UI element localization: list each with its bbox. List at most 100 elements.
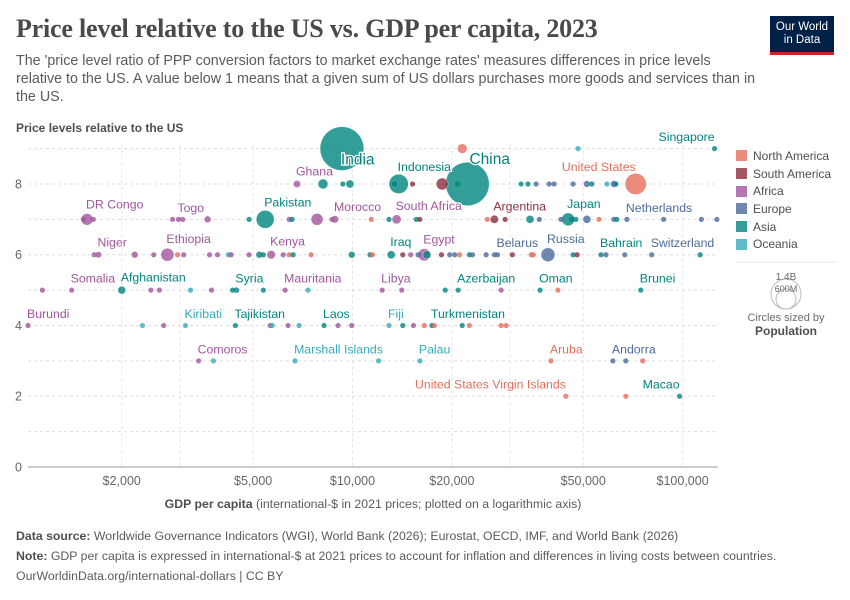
point-label: Somalia — [71, 272, 116, 286]
data-point — [622, 252, 628, 258]
point-label: Russia — [547, 232, 585, 246]
data-point — [503, 322, 509, 329]
data-point — [256, 251, 263, 258]
legend-swatch — [736, 221, 747, 233]
legend-item[interactable]: Africa — [736, 182, 831, 200]
x-tick-label: $100,000 — [657, 474, 709, 488]
data-point — [661, 216, 667, 222]
point-labels: India China United States Indonesia Pakistan… — [26, 129, 716, 393]
point-label: Brunei — [640, 272, 676, 286]
data-point — [421, 322, 427, 329]
data-point — [491, 252, 497, 258]
data-point — [456, 252, 463, 258]
legend-swatch — [736, 238, 747, 250]
data-point — [345, 179, 355, 189]
data-point — [582, 215, 592, 224]
data-point — [282, 287, 288, 293]
data-point — [613, 181, 619, 187]
data-point — [280, 252, 286, 258]
x-tick-label: $5,000 — [234, 474, 272, 488]
data-point — [413, 216, 419, 222]
point-label: Argentina — [493, 199, 546, 213]
data-point — [624, 173, 647, 195]
data-point — [574, 252, 580, 258]
data-point — [399, 287, 405, 293]
data-point — [417, 216, 423, 222]
size-legend-small-label: 600M — [775, 284, 798, 294]
legend-item[interactable]: Asia — [736, 218, 831, 236]
owid-logo[interactable]: Our World in Data — [770, 16, 834, 55]
data-point — [537, 287, 543, 293]
data-point — [498, 322, 504, 329]
data-point — [676, 393, 683, 399]
data-point — [151, 252, 157, 258]
point-label: Macao — [643, 378, 680, 392]
data-point — [204, 216, 211, 223]
chart-subtitle: The 'price level ratio of PPP conversion… — [16, 53, 756, 105]
source-text[interactable]: Worldwide Governance Indicators (WGI), W… — [93, 529, 679, 543]
data-point — [484, 216, 490, 222]
region-legend: North America South America Africa Europe As… — [736, 147, 831, 253]
data-point — [483, 252, 489, 258]
legend-item[interactable]: North America — [736, 147, 831, 165]
data-point — [210, 358, 216, 364]
data-point — [229, 287, 236, 293]
data-point — [161, 322, 167, 329]
y-tick-label: 2 — [15, 390, 22, 404]
point-label: Oman — [539, 272, 573, 286]
data-point — [139, 322, 146, 329]
x-tick-label: $20,000 — [429, 474, 474, 488]
size-legend-small-circle — [775, 288, 797, 310]
data-point — [490, 215, 499, 224]
logo-line-2: in Data — [783, 34, 821, 46]
data-point — [269, 322, 275, 329]
y-tick-label: 0 — [15, 461, 22, 475]
data-point — [589, 181, 595, 187]
data-point — [530, 252, 536, 258]
data-point — [80, 216, 86, 222]
data-point — [400, 322, 406, 329]
legend-item[interactable]: Oceania — [736, 235, 831, 253]
point-label: Azerbaijan — [457, 272, 515, 286]
point-label: United States Virgin Islands — [415, 378, 566, 392]
data-point — [246, 216, 252, 222]
point-label: Turkmenistan — [431, 307, 505, 321]
axes: 0 2 4 6 8 $2,000 $5,000 $10,000 $20,000 $50,000 $1… — [15, 177, 718, 488]
legend-item[interactable]: Europe — [736, 200, 831, 218]
data-point — [518, 181, 524, 187]
data-point — [563, 393, 569, 399]
data-point — [555, 287, 561, 293]
data-point — [180, 216, 186, 222]
data-point — [714, 216, 720, 222]
data-point — [349, 322, 355, 329]
data-point — [431, 322, 437, 329]
x-axis-label: GDP per capita (international-$ in 2021 … — [165, 497, 582, 511]
point-label: Egypt — [423, 233, 455, 247]
data-point — [69, 287, 75, 293]
data-point — [148, 287, 154, 293]
data-point — [174, 252, 181, 258]
data-point — [91, 252, 97, 258]
data-point — [624, 216, 630, 222]
x-tick-label: $50,000 — [561, 474, 606, 488]
data-point — [308, 252, 314, 258]
legend-item[interactable]: South America — [736, 165, 831, 183]
data-point — [551, 181, 557, 187]
data-point — [408, 252, 414, 258]
x-tick-label: $10,000 — [330, 474, 375, 488]
data-point — [296, 322, 302, 329]
data-point — [400, 252, 406, 258]
data-point — [90, 216, 96, 222]
data-point — [286, 252, 292, 258]
data-point — [285, 322, 291, 329]
data-point — [321, 322, 327, 329]
point-label: Belarus — [497, 236, 539, 250]
data-points — [25, 126, 720, 399]
y-tick-label: 6 — [15, 248, 22, 262]
point-label: Iraq — [390, 235, 411, 249]
size-legend-caption-text: Circles sized by — [747, 312, 825, 324]
footer-credit[interactable]: OurWorldinData.org/international-dollars… — [16, 569, 284, 583]
point-label: South Africa — [396, 199, 462, 213]
data-point — [391, 181, 398, 187]
data-point — [614, 216, 620, 222]
